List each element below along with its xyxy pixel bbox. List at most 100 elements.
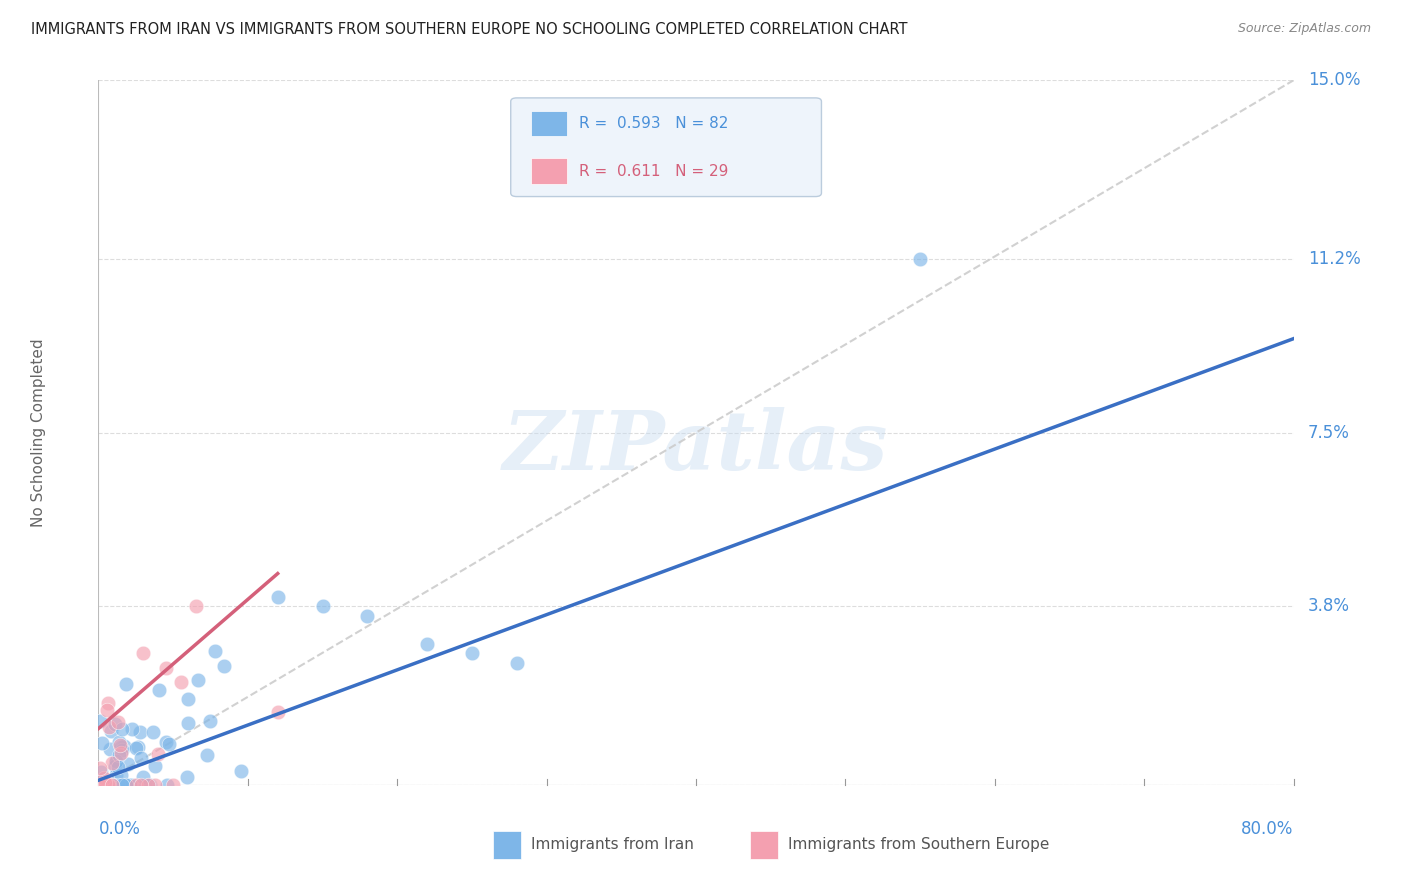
Point: [143, 778, 166, 792]
Text: 80.0%: 80.0%: [1241, 821, 1294, 838]
Point: [98, 741, 121, 756]
Point: [97, 696, 120, 710]
Text: No Schooling Completed: No Schooling Completed: [31, 338, 46, 527]
Point: [132, 770, 155, 784]
Point: [134, 778, 156, 792]
Point: [155, 660, 177, 674]
Text: IMMIGRANTS FROM IRAN VS IMMIGRANTS FROM SOUTHERN EUROPE NO SCHOOLING COMPLETED C: IMMIGRANTS FROM IRAN VS IMMIGRANTS FROM …: [31, 22, 907, 37]
Text: 15.0%: 15.0%: [1308, 71, 1361, 89]
Point: [111, 723, 134, 737]
Point: [267, 590, 290, 604]
Point: [136, 778, 159, 792]
Point: [93, 778, 115, 792]
Point: [112, 778, 135, 792]
Point: [101, 778, 124, 792]
Point: [110, 739, 132, 754]
Point: [104, 768, 127, 782]
Text: ZIPatlas: ZIPatlas: [503, 407, 889, 487]
Point: [129, 778, 152, 792]
Point: [125, 740, 148, 755]
Point: [461, 647, 484, 661]
Point: [155, 734, 177, 748]
Point: [96, 703, 118, 717]
Point: [110, 767, 132, 781]
Text: 7.5%: 7.5%: [1308, 424, 1350, 442]
Point: [108, 739, 131, 753]
Point: [177, 715, 200, 730]
Point: [187, 673, 209, 687]
Point: [107, 778, 129, 792]
Point: [105, 755, 128, 769]
Point: [311, 599, 333, 614]
Point: [111, 778, 134, 792]
Point: [107, 760, 129, 774]
Point: [135, 778, 157, 792]
Point: [108, 747, 131, 762]
Point: [110, 778, 132, 792]
Point: [107, 715, 129, 730]
Text: 11.2%: 11.2%: [1308, 250, 1361, 268]
FancyBboxPatch shape: [494, 830, 522, 859]
Point: [108, 734, 131, 748]
Point: [94, 775, 117, 789]
Point: [176, 770, 198, 784]
Text: Source: ZipAtlas.com: Source: ZipAtlas.com: [1237, 22, 1371, 36]
Point: [91, 778, 114, 792]
Point: [97, 778, 120, 792]
Point: [89, 778, 111, 792]
Point: [195, 747, 218, 762]
Point: [94, 778, 117, 792]
Point: [148, 747, 170, 761]
Point: [112, 739, 135, 753]
Point: [115, 778, 138, 792]
Point: [121, 722, 143, 736]
Point: [131, 750, 153, 764]
Point: [169, 674, 191, 689]
Point: [89, 714, 111, 728]
Text: Immigrants from Southern Europe: Immigrants from Southern Europe: [787, 838, 1049, 853]
Point: [90, 778, 112, 792]
Point: [101, 756, 124, 771]
Point: [121, 778, 143, 792]
Point: [139, 778, 162, 792]
FancyBboxPatch shape: [510, 98, 821, 196]
Point: [111, 778, 134, 792]
Point: [115, 778, 138, 792]
Point: [104, 717, 127, 731]
FancyBboxPatch shape: [531, 111, 567, 136]
Point: [229, 764, 252, 779]
Point: [93, 778, 115, 792]
Point: [96, 778, 118, 792]
Point: [148, 683, 170, 698]
Point: [93, 772, 115, 786]
Text: R =  0.593   N = 82: R = 0.593 N = 82: [579, 116, 728, 131]
Point: [908, 252, 931, 266]
Point: [101, 778, 124, 792]
Point: [110, 747, 132, 761]
Point: [98, 778, 121, 792]
Point: [204, 644, 226, 658]
Text: Immigrants from Iran: Immigrants from Iran: [531, 838, 695, 853]
Point: [104, 759, 127, 773]
Point: [128, 725, 150, 739]
Point: [120, 778, 142, 792]
Point: [112, 778, 135, 792]
Text: R =  0.611   N = 29: R = 0.611 N = 29: [579, 163, 728, 178]
Point: [115, 677, 138, 691]
Point: [117, 778, 139, 792]
Text: 0.0%: 0.0%: [98, 821, 141, 838]
FancyBboxPatch shape: [531, 158, 567, 184]
Point: [138, 778, 160, 792]
Point: [200, 714, 222, 729]
Point: [135, 778, 157, 792]
Point: [96, 778, 118, 792]
Point: [132, 647, 155, 661]
Point: [506, 656, 529, 670]
Point: [416, 637, 439, 651]
Point: [100, 724, 122, 739]
Point: [267, 705, 290, 719]
Text: 3.8%: 3.8%: [1308, 598, 1350, 615]
Point: [94, 773, 117, 788]
Point: [111, 742, 134, 756]
Point: [125, 778, 148, 792]
